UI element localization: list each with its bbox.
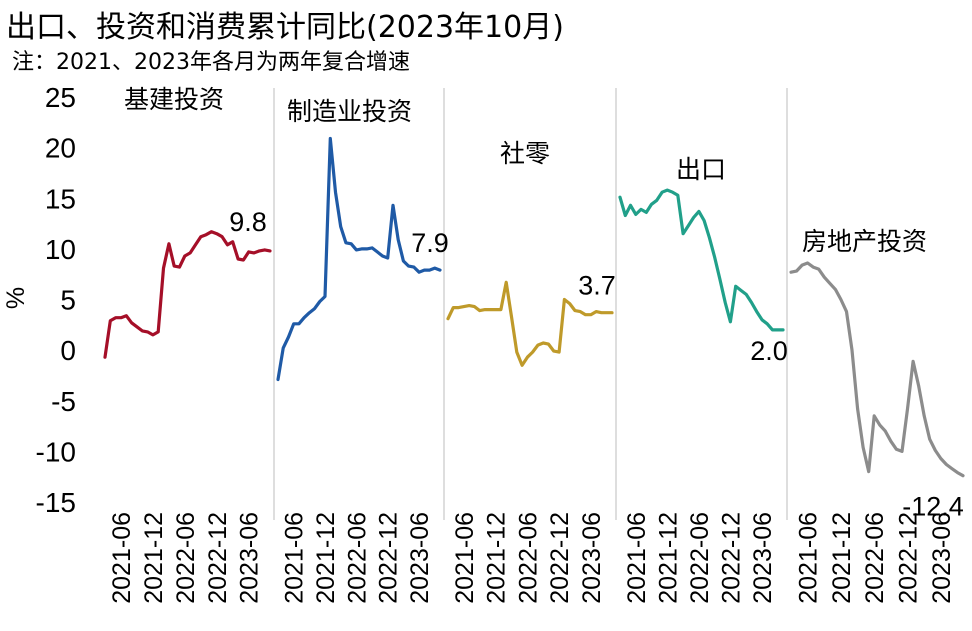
- y-tick-label: 20: [45, 133, 76, 164]
- y-tick-label: 10: [45, 234, 76, 265]
- y-axis: 25 20 15 10 5 0 -5 -10 -15: [36, 82, 76, 518]
- series-line: [789, 261, 965, 478]
- series-line: [618, 188, 785, 332]
- x-tick-label: 2022-06: [343, 512, 371, 604]
- x-tick-label: 2021-06: [623, 512, 651, 604]
- x-tick-label: 2022-12: [546, 512, 574, 604]
- chart-note: 注：2021、2023年各月为两年复合增速: [12, 50, 410, 75]
- x-tick-label: 2022-12: [375, 512, 403, 604]
- y-tick-label: -15: [36, 487, 76, 518]
- x-tick-label: 2023-06: [236, 512, 264, 604]
- x-tick-label: 2021-12: [654, 512, 682, 604]
- series-label: 房地产投资: [802, 227, 927, 256]
- panel-5: 房地产投资 -12.4 2021-06 2021-12 2022-06 2022-12 20…: [789, 227, 965, 604]
- last-value-label: -12.4: [902, 492, 964, 522]
- panel-dividers: [273, 88, 788, 520]
- panel-2: 制造业投资 7.9 2021-06 2021-12 2022-06 2022-12 2023…: [276, 97, 449, 604]
- x-tick-label: 2022-06: [861, 512, 889, 604]
- series-label: 出口: [676, 155, 726, 184]
- x-tick-label: 2023-06: [928, 512, 956, 604]
- x-tick-label: 2021-12: [140, 512, 168, 604]
- x-tick-label: 2022-12: [895, 512, 923, 604]
- x-tick-label: 2023-06: [578, 512, 606, 604]
- x-tick-label: 2021-12: [483, 512, 511, 604]
- x-tick-label: 2021-06: [451, 512, 479, 604]
- x-tick-label: 2021-06: [795, 512, 823, 604]
- last-value-label: 3.7: [578, 271, 616, 301]
- x-tick-label: 2023-06: [406, 512, 434, 604]
- x-tick-label: 2021-12: [312, 512, 340, 604]
- panel-4: 出口 2.0 2021-06 2021-12 2022-06 2022-12 2023-06: [618, 155, 788, 604]
- x-tick-label: 2023-06: [749, 512, 777, 604]
- series-line: [103, 230, 272, 359]
- y-tick-label: -5: [51, 386, 76, 417]
- series-label: 制造业投资: [287, 97, 412, 126]
- x-tick-label: 2022-06: [172, 512, 200, 604]
- y-tick-label: -10: [36, 436, 76, 467]
- last-value-label: 7.9: [411, 228, 449, 258]
- y-axis-label: %: [2, 287, 30, 309]
- y-tick-label: 5: [60, 285, 76, 316]
- x-tick-label: 2022-12: [204, 512, 232, 604]
- last-value-label: 9.8: [229, 207, 267, 237]
- x-tick-label: 2022-06: [514, 512, 542, 604]
- y-tick-label: 25: [45, 82, 76, 113]
- series-label: 社零: [500, 139, 550, 168]
- series-line: [446, 280, 614, 367]
- chart-title: 出口、投资和消费累计同比(2023年10月): [6, 10, 564, 45]
- x-tick-label: 2021-06: [281, 512, 309, 604]
- series-line: [276, 136, 442, 382]
- panel-1: 基建投资 9.8 2021-06 2021-12 2022-06 2022-12 2023-…: [103, 85, 272, 604]
- x-tick-label: 2021-06: [108, 512, 136, 604]
- x-tick-label: 2022-06: [686, 512, 714, 604]
- x-tick-label: 2021-12: [828, 512, 856, 604]
- last-value-label: 2.0: [750, 336, 788, 366]
- y-tick-label: 15: [45, 183, 76, 214]
- y-tick-label: 0: [60, 335, 76, 366]
- x-tick-label: 2022-12: [717, 512, 745, 604]
- series-label: 基建投资: [124, 85, 224, 114]
- panel-3: 社零 3.7 2021-06 2021-12 2022-06 2022-12 2023-06: [446, 139, 616, 604]
